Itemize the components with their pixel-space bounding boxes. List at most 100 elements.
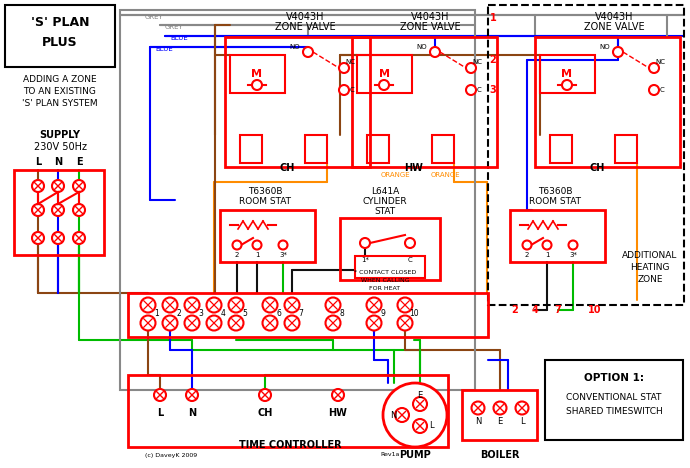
- Text: ADDING A ZONE: ADDING A ZONE: [23, 75, 97, 85]
- Text: V4043H: V4043H: [286, 12, 324, 22]
- Text: HW: HW: [404, 163, 424, 173]
- Circle shape: [184, 315, 199, 330]
- Text: M: M: [251, 69, 262, 79]
- Text: NO: NO: [290, 44, 300, 50]
- Text: SUPPLY: SUPPLY: [39, 130, 81, 140]
- Circle shape: [397, 315, 413, 330]
- Circle shape: [284, 298, 299, 313]
- Bar: [550, 135, 572, 163]
- Circle shape: [613, 47, 623, 57]
- Bar: [128, 375, 448, 447]
- Bar: [340, 218, 440, 280]
- Text: 2: 2: [490, 55, 496, 65]
- Text: 3: 3: [490, 85, 496, 95]
- Text: TO AN EXISTING: TO AN EXISTING: [23, 88, 97, 96]
- Text: NC: NC: [345, 59, 355, 65]
- Text: T6360B: T6360B: [248, 188, 282, 197]
- Bar: [5, 5, 115, 67]
- Bar: [305, 135, 327, 163]
- Circle shape: [52, 204, 64, 216]
- Circle shape: [522, 241, 531, 249]
- Circle shape: [141, 315, 155, 330]
- Text: BOILER: BOILER: [480, 450, 520, 460]
- Bar: [355, 256, 425, 278]
- Text: PUMP: PUMP: [399, 450, 431, 460]
- Text: CH: CH: [257, 408, 273, 418]
- Bar: [14, 170, 104, 255]
- Bar: [432, 135, 454, 163]
- Circle shape: [303, 47, 313, 57]
- Circle shape: [413, 419, 427, 433]
- Circle shape: [332, 389, 344, 401]
- Text: 1*: 1*: [361, 257, 369, 263]
- Circle shape: [73, 180, 85, 192]
- Text: NO: NO: [600, 44, 611, 50]
- Circle shape: [52, 232, 64, 244]
- Circle shape: [397, 298, 413, 313]
- Text: M: M: [379, 69, 389, 79]
- Circle shape: [233, 241, 241, 249]
- Text: ZONE: ZONE: [638, 275, 663, 284]
- Text: C: C: [660, 87, 664, 93]
- Text: 'S' PLAN SYSTEM: 'S' PLAN SYSTEM: [22, 100, 98, 109]
- Circle shape: [284, 315, 299, 330]
- Circle shape: [32, 232, 44, 244]
- Circle shape: [339, 63, 349, 73]
- Bar: [220, 210, 315, 262]
- Circle shape: [32, 180, 44, 192]
- Bar: [488, 5, 684, 305]
- Text: (c) DaveyK 2009: (c) DaveyK 2009: [145, 453, 197, 458]
- Circle shape: [466, 85, 476, 95]
- Text: 2: 2: [511, 305, 518, 315]
- Bar: [120, 10, 475, 390]
- Circle shape: [52, 180, 64, 192]
- Bar: [230, 55, 285, 93]
- Text: BLUE: BLUE: [155, 46, 172, 52]
- Text: 1: 1: [155, 308, 159, 317]
- Text: GREY: GREY: [145, 14, 164, 20]
- Circle shape: [471, 402, 484, 415]
- Text: 3*: 3*: [279, 252, 287, 258]
- Bar: [510, 210, 605, 262]
- Circle shape: [259, 389, 271, 401]
- Circle shape: [395, 408, 409, 422]
- Circle shape: [253, 241, 262, 249]
- Circle shape: [413, 397, 427, 411]
- Text: N: N: [188, 408, 196, 418]
- Circle shape: [366, 315, 382, 330]
- Circle shape: [366, 298, 382, 313]
- Circle shape: [141, 298, 155, 313]
- Text: GREY: GREY: [165, 24, 184, 30]
- Text: CH: CH: [589, 163, 604, 173]
- Text: 7: 7: [555, 305, 562, 315]
- Text: V4043H: V4043H: [411, 12, 449, 22]
- Circle shape: [383, 383, 447, 447]
- Text: E: E: [417, 390, 422, 400]
- Bar: [352, 37, 497, 167]
- Circle shape: [562, 80, 572, 90]
- Circle shape: [73, 204, 85, 216]
- Circle shape: [326, 298, 340, 313]
- Text: C: C: [408, 257, 413, 263]
- Text: 1: 1: [255, 252, 259, 258]
- Text: NO: NO: [417, 44, 427, 50]
- Text: E: E: [76, 157, 82, 167]
- Circle shape: [649, 63, 659, 73]
- Circle shape: [493, 402, 506, 415]
- Text: 4: 4: [221, 308, 226, 317]
- Bar: [462, 390, 537, 440]
- Circle shape: [569, 241, 578, 249]
- Text: 7: 7: [299, 308, 304, 317]
- Text: TIME CONTROLLER: TIME CONTROLLER: [239, 440, 342, 450]
- Text: HW: HW: [328, 408, 348, 418]
- Text: PLUS: PLUS: [42, 36, 78, 49]
- Text: M: M: [562, 69, 573, 79]
- Circle shape: [184, 298, 199, 313]
- Circle shape: [326, 315, 340, 330]
- Text: ZONE VALVE: ZONE VALVE: [275, 22, 335, 32]
- Bar: [540, 55, 595, 93]
- Circle shape: [515, 402, 529, 415]
- Text: NC: NC: [472, 59, 482, 65]
- Text: CH: CH: [279, 163, 295, 173]
- Text: 230V 50Hz: 230V 50Hz: [34, 142, 86, 152]
